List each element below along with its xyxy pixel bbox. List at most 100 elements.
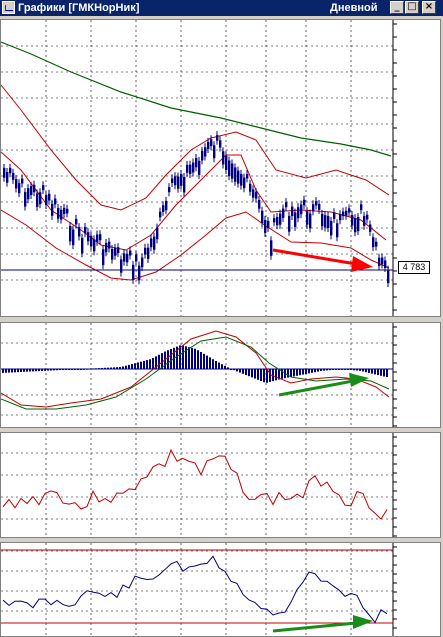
macd-histogram-bar: [65, 369, 67, 370]
candle-body: [198, 160, 201, 175]
price-chart-panel[interactable]: [0, 19, 441, 317]
macd-histogram-bar: [134, 363, 136, 369]
candle-body: [345, 210, 348, 216]
macd-panel[interactable]: [0, 322, 441, 428]
macd-histogram-bar: [125, 365, 127, 369]
macd-histogram-bar: [260, 369, 262, 381]
candle-body: [315, 201, 318, 206]
macd-histogram-bar: [17, 369, 19, 373]
title-bar[interactable]: Графики [ГМКНорНик] Дневной _ □ ×: [0, 0, 443, 16]
candle-body: [324, 215, 327, 228]
macd-histogram-bar: [344, 369, 346, 370]
candle-body: [207, 141, 210, 149]
candle-body: [378, 257, 381, 266]
candle-body: [375, 241, 378, 247]
candle-body: [288, 215, 291, 232]
candle-body: [252, 189, 255, 198]
macd-histogram-bar: [290, 369, 292, 377]
middle-band-line: [1, 151, 387, 251]
candle-body: [54, 198, 57, 205]
candle-body: [66, 208, 69, 214]
macd-histogram-bar: [254, 369, 256, 379]
candle-body: [117, 247, 120, 254]
macd-histogram-bar: [287, 369, 289, 378]
signal-line: [1, 336, 390, 410]
minimize-button[interactable]: _: [390, 1, 404, 14]
candle-body: [249, 183, 252, 192]
candle-body: [132, 264, 135, 280]
candle-body: [75, 218, 78, 225]
macd-histogram-bar: [152, 357, 154, 369]
window-title: Графики [ГМКНорНик]: [18, 2, 140, 14]
macd-histogram-bar: [176, 346, 178, 369]
oscillator-line-2: [2, 555, 388, 624]
upper-band-line: [1, 84, 390, 211]
macd-line: [1, 330, 390, 408]
candle-body: [387, 269, 390, 284]
candle-body: [216, 135, 219, 141]
macd-histogram-bar: [131, 364, 133, 369]
macd-histogram-bar: [362, 369, 364, 372]
candle-body: [36, 193, 39, 207]
candle-body: [111, 249, 114, 260]
candle-body: [297, 207, 300, 219]
candle-body: [135, 254, 138, 262]
candle-body: [183, 176, 186, 193]
oscillator-panel-2[interactable]: [0, 542, 441, 637]
macd-histogram-bar: [233, 369, 235, 371]
candle-body: [219, 140, 222, 148]
close-button[interactable]: ×: [422, 1, 436, 14]
macd-histogram-bar: [215, 361, 217, 369]
candle-body: [138, 265, 141, 281]
oscillator-chart-1: [1, 433, 397, 537]
macd-histogram-bar: [11, 369, 13, 373]
candle-body: [156, 227, 159, 240]
macd-histogram-bar: [353, 369, 355, 371]
candle-body: [264, 219, 267, 233]
candle-body: [318, 203, 321, 210]
macd-histogram-bar: [236, 369, 238, 372]
macd-histogram-bar: [83, 368, 85, 370]
macd-histogram-bar: [71, 369, 73, 370]
macd-histogram-bar: [383, 369, 385, 377]
macd-histogram-bar: [374, 369, 376, 375]
macd-histogram-bar: [98, 368, 100, 370]
oscillator-panel-1[interactable]: [0, 432, 441, 538]
candle-body: [165, 200, 168, 211]
candle-body: [210, 139, 213, 147]
macd-histogram-bar: [110, 367, 112, 369]
macd-histogram-bar: [302, 369, 304, 375]
candle-body: [369, 224, 372, 232]
macd-histogram-bar: [200, 352, 202, 369]
candle-body: [63, 207, 66, 214]
macd-histogram-bar: [35, 369, 37, 372]
candle-body: [231, 163, 234, 179]
candle-body: [327, 216, 330, 228]
macd-histogram-bar: [191, 347, 193, 369]
maximize-button[interactable]: □: [405, 1, 419, 14]
candle-body: [129, 250, 132, 256]
candle-body: [147, 247, 150, 259]
candle-body: [180, 174, 183, 186]
macd-histogram-bar: [275, 369, 277, 381]
macd-histogram-bar: [116, 367, 118, 369]
macd-histogram-bar: [188, 347, 190, 369]
macd-histogram-bar: [74, 369, 76, 370]
candle-body: [348, 208, 351, 213]
price-chart: [1, 20, 397, 316]
candle-body: [123, 253, 126, 262]
macd-histogram-bar: [251, 369, 253, 378]
candle-body: [159, 211, 162, 218]
candle-body: [360, 204, 363, 211]
macd-histogram-bar: [230, 369, 232, 370]
candle-body: [294, 212, 297, 227]
candle-body: [189, 164, 192, 174]
macd-histogram-bar: [245, 369, 247, 375]
candle-body: [195, 158, 198, 168]
candle-body: [81, 237, 84, 254]
macd-histogram-bar: [269, 369, 271, 382]
macd-histogram-bar: [365, 369, 367, 373]
macd-histogram-bar: [278, 369, 280, 380]
chart-window-icon[interactable]: [2, 1, 15, 14]
candle-body: [12, 172, 15, 180]
